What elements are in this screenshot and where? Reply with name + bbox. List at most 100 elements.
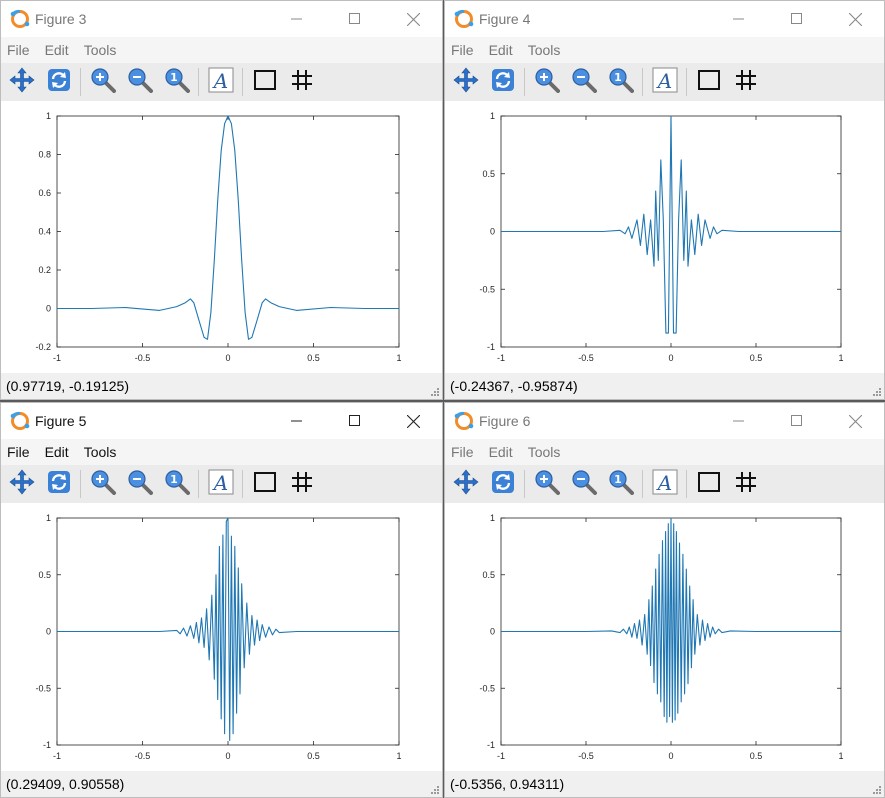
zoom-reset-button[interactable]: 1	[602, 467, 639, 501]
text-insert-icon: A	[652, 67, 678, 98]
minimize-button[interactable]	[710, 1, 768, 37]
pan-button[interactable]	[447, 467, 484, 501]
grid-button[interactable]	[283, 467, 320, 501]
zoom-out-icon	[127, 67, 153, 98]
axes-box-button[interactable]	[246, 467, 283, 501]
pan-button[interactable]	[3, 65, 40, 99]
menu-edit[interactable]: Edit	[488, 444, 513, 460]
minimize-button[interactable]	[268, 1, 326, 37]
rotate-icon	[490, 469, 516, 500]
maximize-button[interactable]	[326, 1, 384, 37]
x-tick-label: 0.5	[750, 751, 763, 761]
text-insert-button[interactable]: A	[202, 65, 239, 99]
text-insert-button[interactable]: A	[646, 467, 683, 501]
grid-icon	[289, 469, 315, 500]
menu-file[interactable]: File	[7, 444, 30, 460]
status-bar: (-0.5356, 0.94311)	[445, 771, 884, 797]
resize-grip-icon[interactable]	[429, 386, 439, 396]
text-insert-icon: A	[652, 469, 678, 500]
zoom-reset-button[interactable]: 1	[602, 65, 639, 99]
zoom-in-button[interactable]	[84, 467, 121, 501]
chart-svg: -1 -0.5 0 0.5 1 -1 -0.5 0 0.5 1	[479, 111, 843, 363]
close-button[interactable]	[826, 403, 884, 439]
maximize-button[interactable]	[326, 403, 384, 439]
pan-button[interactable]	[3, 467, 40, 501]
y-tick-label: 1	[490, 513, 495, 523]
minimize-button[interactable]	[710, 403, 768, 439]
title-bar[interactable]: Figure 3	[1, 1, 442, 37]
svg-text:1: 1	[170, 473, 178, 486]
plot-canvas[interactable]: -1 -0.5 0 0.5 1 -0.2 0 0.2 0.4 0.6 0.8 1	[1, 101, 442, 373]
grid-button[interactable]	[727, 467, 764, 501]
plot-canvas[interactable]: -1 -0.5 0 0.5 1 -1 -0.5 0 0.5 1	[1, 503, 442, 771]
cursor-coordinates: (0.29409, 0.90558)	[6, 776, 125, 792]
rotate-button[interactable]	[40, 467, 77, 501]
toolbar-separator	[242, 68, 243, 96]
rotate-button[interactable]	[484, 467, 521, 501]
grid-button[interactable]	[283, 65, 320, 99]
window-title: Figure 4	[479, 11, 531, 27]
menu-tools[interactable]: Tools	[83, 42, 117, 58]
plot-canvas[interactable]: -1 -0.5 0 0.5 1 -1 -0.5 0 0.5 1	[445, 101, 884, 373]
y-tick-label: 0.5	[482, 169, 495, 179]
grid-button[interactable]	[727, 65, 764, 99]
rotate-button[interactable]	[40, 65, 77, 99]
window-title: Figure 6	[479, 413, 531, 429]
minimize-button[interactable]	[268, 403, 326, 439]
axes-box-button[interactable]	[690, 65, 727, 99]
resize-grip-icon[interactable]	[871, 784, 881, 794]
zoom-in-icon	[534, 67, 560, 98]
svg-text:A: A	[655, 69, 671, 93]
y-tick-label: 0.8	[38, 150, 51, 160]
text-insert-button[interactable]: A	[202, 467, 239, 501]
close-button[interactable]	[826, 1, 884, 37]
axes-box-button[interactable]	[690, 467, 727, 501]
toolbar-separator	[80, 68, 81, 96]
menu-edit[interactable]: Edit	[488, 42, 513, 58]
close-button[interactable]	[384, 403, 442, 439]
plot-canvas[interactable]: -1 -0.5 0 0.5 1 -1 -0.5 0 0.5 1	[445, 503, 884, 771]
menu-bar: File Edit Tools	[445, 439, 884, 465]
title-bar[interactable]: Figure 5	[1, 403, 442, 439]
zoom-out-button[interactable]	[565, 65, 602, 99]
text-insert-icon: A	[208, 67, 234, 98]
rotate-button[interactable]	[484, 65, 521, 99]
menu-file[interactable]: File	[451, 444, 474, 460]
x-tick-label: 1	[396, 751, 401, 761]
resize-grip-icon[interactable]	[429, 784, 439, 794]
resize-grip-icon[interactable]	[871, 386, 881, 396]
title-bar[interactable]: Figure 6	[445, 403, 884, 439]
maximize-button[interactable]	[768, 1, 826, 37]
figure-5-window[interactable]: Figure 5 File Edit Tools 1 A -1 -0.5 0 0.5 1 -1 -0.5…	[0, 402, 443, 798]
toolbar-separator	[80, 470, 81, 498]
axes-box-button[interactable]	[246, 65, 283, 99]
menu-tools[interactable]: Tools	[527, 444, 561, 460]
zoom-reset-icon: 1	[608, 469, 634, 500]
menu-tools[interactable]: Tools	[527, 42, 561, 58]
octave-app-icon	[454, 9, 474, 28]
figure-3-window[interactable]: Figure 3 File Edit Tools 1 A -1 -0.5 0 0.5 1 -0.2 0 0…	[0, 0, 443, 400]
zoom-in-button[interactable]	[528, 65, 565, 99]
figure-6-window[interactable]: Figure 6 File Edit Tools 1 A -1 -0.5 0 0.5 1 -1 -0.5…	[444, 402, 885, 798]
maximize-button[interactable]	[768, 403, 826, 439]
text-insert-button[interactable]: A	[646, 65, 683, 99]
menu-edit[interactable]: Edit	[44, 42, 69, 58]
zoom-in-button[interactable]	[84, 65, 121, 99]
zoom-reset-button[interactable]: 1	[158, 65, 195, 99]
menu-file[interactable]: File	[451, 42, 474, 58]
zoom-out-button[interactable]	[121, 467, 158, 501]
menu-file[interactable]: File	[7, 42, 30, 58]
zoom-out-button[interactable]	[565, 467, 602, 501]
pan-button[interactable]	[447, 65, 484, 99]
zoom-in-button[interactable]	[528, 467, 565, 501]
series-line	[57, 115, 399, 340]
zoom-out-button[interactable]	[121, 65, 158, 99]
close-button[interactable]	[384, 1, 442, 37]
zoom-reset-button[interactable]: 1	[158, 467, 195, 501]
octave-app-icon	[10, 411, 30, 430]
menu-tools[interactable]: Tools	[83, 444, 117, 460]
toolbar-separator	[642, 470, 643, 498]
figure-4-window[interactable]: Figure 4 File Edit Tools 1 A -1 -0.5 0 0.5 1 -1 -0.5…	[444, 0, 885, 400]
menu-edit[interactable]: Edit	[44, 444, 69, 460]
title-bar[interactable]: Figure 4	[445, 1, 884, 37]
